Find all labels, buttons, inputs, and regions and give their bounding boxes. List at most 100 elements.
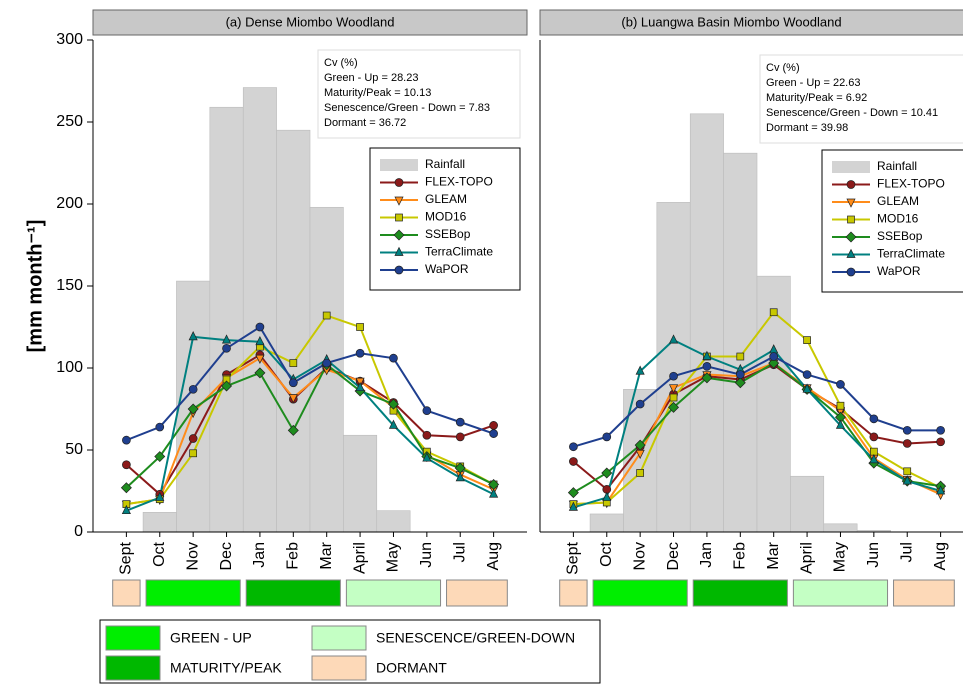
marker [120,482,132,494]
phase-label: DORMANT [376,660,447,676]
marker [668,401,680,413]
marker [736,352,745,361]
x-tick-label: Jul [898,542,915,562]
marker [422,452,432,462]
panel-header [92,9,528,36]
phase-bar [112,579,141,607]
marker [356,323,364,331]
marker [846,248,856,258]
marker [735,370,745,379]
phase-bar [145,579,241,607]
marker [489,421,498,430]
marker [455,417,465,427]
marker [221,380,233,392]
phase-bar [446,579,508,607]
phase-label: GREEN - UP [170,630,252,646]
marker [936,437,945,447]
marker [601,467,613,479]
marker [636,469,645,477]
legend-swatch [380,159,418,171]
marker [602,491,612,501]
series-line [126,325,494,442]
legend-label: Rainfall [425,157,465,171]
marker [902,425,912,435]
marker [802,370,812,379]
marker [835,419,846,429]
series-line [126,335,495,512]
annotation-line: Dormant = 39.98 [766,122,848,134]
marker [288,378,298,388]
marker [254,367,266,379]
phase-swatch [311,625,367,651]
legend-label: WaPOR [425,262,469,276]
y-tick-label: 150 [56,277,83,294]
legend-label: GLEAM [877,194,919,208]
rain-bar [756,275,791,533]
series-line [125,363,495,489]
marker [422,430,432,440]
marker [635,365,645,375]
x-tick-label: Jun [865,542,882,568]
marker [387,398,399,410]
legend-label: SSEBop [425,227,471,241]
legend-label: MOD16 [877,212,919,226]
phase-bar [692,579,788,607]
marker [634,439,646,451]
marker [455,432,465,442]
legend-label: Rainfall [877,159,917,173]
marker [122,460,131,470]
legend-swatch [832,161,870,173]
marker [288,394,298,404]
marker [395,213,403,222]
y-axis-label: [mm month⁻¹] [24,220,46,353]
marker [189,449,198,458]
marker [355,348,365,358]
marker [602,432,612,442]
rain-bar [589,513,624,533]
series-line [126,314,495,506]
marker [489,488,499,498]
x-tick-label: Dec [218,542,235,570]
y-tick-label: 100 [56,359,83,376]
marker [154,451,166,463]
legend-label: FLEX-TOPO [425,175,493,189]
marker [394,178,404,187]
x-tick-label: April [351,542,368,574]
annotation-box [759,54,963,144]
phase-bar [345,579,442,607]
x-tick-label: Oct [151,541,168,566]
panel-title: (b) Luangwa Basin Miombo Woodland [621,14,841,29]
rain-bar [790,475,825,533]
marker [846,180,856,189]
legend-box [821,149,963,293]
marker [289,359,298,367]
rain-bar [209,106,244,533]
marker [255,322,265,332]
phase-swatch [105,625,161,651]
marker [845,231,857,243]
phase-bar [592,579,688,607]
legend-label: TerraClimate [425,245,493,259]
legend-label: FLEX-TOPO [877,177,945,191]
annotation-box [317,49,521,139]
phase-swatch [311,655,367,681]
phase-label: MATURITY/PEAK [170,660,282,676]
marker [388,419,399,429]
y-tick-label: 250 [56,113,83,130]
legend-label: MOD16 [425,210,467,224]
series-line [573,361,942,506]
marker [635,399,645,409]
marker [394,196,404,206]
annotation-line: Senescence/Green - Down = 7.83 [324,102,490,114]
rain-bar [242,87,277,533]
annotation-line: Green - Up = 22.63 [766,77,860,89]
panel-title: (a) Dense Miombo Woodland [226,14,395,29]
x-tick-label: Feb [285,542,302,570]
marker [287,424,299,436]
phase-bar [559,579,588,607]
x-tick-label: Nov [184,542,201,570]
x-tick-label: Sept [565,541,582,574]
marker [188,384,198,394]
legend-box [369,147,521,291]
marker [489,429,498,438]
